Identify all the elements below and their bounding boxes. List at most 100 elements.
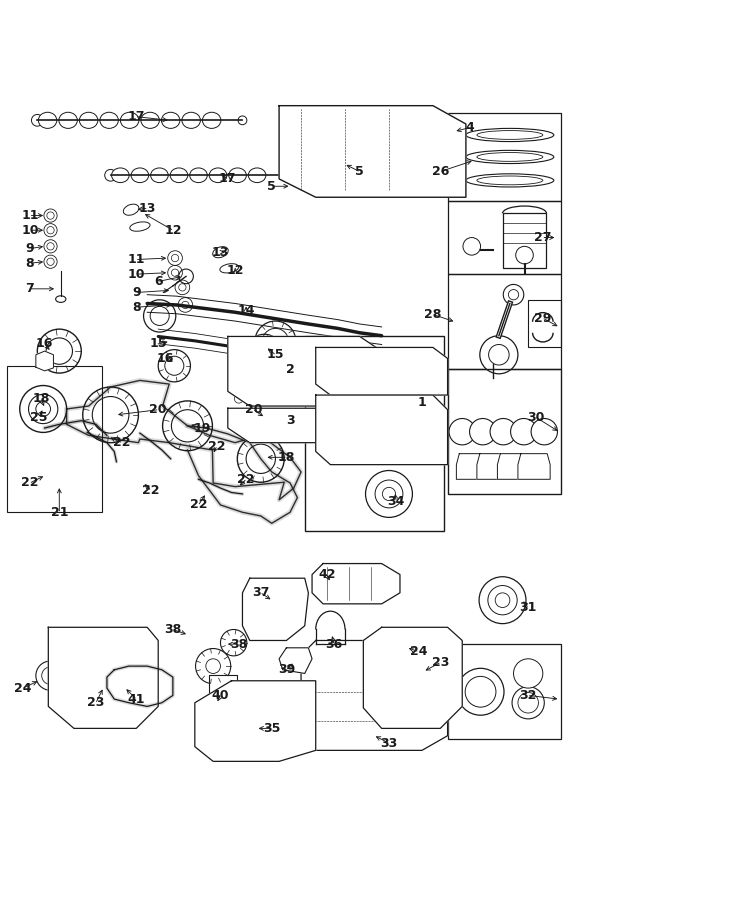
Circle shape [405,414,426,435]
Text: 13: 13 [212,246,229,258]
Text: 2: 2 [286,363,294,376]
Polygon shape [36,351,54,371]
Polygon shape [195,680,316,761]
Text: 4: 4 [465,122,474,134]
Polygon shape [48,627,159,728]
Polygon shape [242,578,308,641]
Circle shape [449,418,476,445]
Text: 33: 33 [380,736,398,750]
Text: 15: 15 [266,348,284,361]
Ellipse shape [466,129,554,141]
Text: 22: 22 [113,436,131,449]
Text: 40: 40 [211,688,229,702]
Text: 35: 35 [263,722,280,735]
Circle shape [322,394,331,403]
Ellipse shape [59,112,77,129]
Ellipse shape [161,112,180,129]
Text: 22: 22 [142,484,159,497]
Circle shape [350,126,368,144]
Ellipse shape [170,168,188,183]
Polygon shape [279,105,466,197]
Text: 31: 31 [520,601,537,614]
Ellipse shape [79,112,98,129]
Text: 20: 20 [244,403,262,416]
Text: 22: 22 [208,440,225,453]
Ellipse shape [38,112,57,129]
Circle shape [300,352,324,375]
Ellipse shape [150,168,168,183]
Text: 27: 27 [534,231,551,244]
Text: 10: 10 [21,224,39,237]
Text: 8: 8 [26,256,34,270]
Text: 39: 39 [277,663,295,676]
Circle shape [480,336,518,374]
Bar [305,337,444,531]
Text: 5: 5 [267,180,276,193]
Bar [448,201,561,274]
Text: 8: 8 [132,301,140,313]
Circle shape [349,361,370,381]
Circle shape [366,471,413,518]
Ellipse shape [131,168,149,183]
Circle shape [321,414,342,435]
Bar [503,213,547,268]
Circle shape [504,284,524,305]
Text: 10: 10 [128,267,145,281]
Circle shape [267,352,291,375]
Circle shape [490,418,517,445]
Text: 13: 13 [139,202,156,215]
Circle shape [511,418,537,445]
Polygon shape [316,395,448,464]
Circle shape [331,415,353,436]
Text: 34: 34 [388,495,405,508]
Ellipse shape [120,112,139,129]
Circle shape [531,418,558,445]
Text: 11: 11 [21,209,39,222]
Text: 9: 9 [132,286,140,299]
Circle shape [333,352,357,375]
Text: 36: 36 [325,637,343,651]
Text: 11: 11 [128,253,145,266]
Circle shape [349,414,370,435]
Text: 17: 17 [128,110,145,123]
Ellipse shape [203,112,221,129]
Circle shape [220,629,247,656]
Text: 18: 18 [32,392,50,405]
Circle shape [457,669,504,716]
Circle shape [516,247,534,264]
Ellipse shape [213,247,228,257]
Text: 22: 22 [190,499,207,511]
Circle shape [321,361,342,381]
Bar [448,644,561,740]
Text: 14: 14 [237,304,255,318]
Text: 42: 42 [318,568,335,581]
Text: 23: 23 [432,656,449,669]
Text: 37: 37 [252,587,269,599]
Circle shape [269,415,291,436]
Circle shape [319,126,337,144]
Circle shape [239,415,261,436]
Circle shape [159,349,190,382]
Circle shape [293,394,302,403]
Text: 18: 18 [277,451,295,464]
Ellipse shape [123,204,139,215]
Text: 20: 20 [150,403,167,416]
Text: 6: 6 [154,275,162,288]
Circle shape [381,126,399,144]
Text: 23: 23 [87,697,105,709]
Text: 21: 21 [51,506,68,518]
Text: 38: 38 [230,637,247,651]
Circle shape [36,661,65,690]
Ellipse shape [56,296,66,302]
Polygon shape [477,454,509,480]
Bar [448,113,561,201]
Polygon shape [301,641,448,751]
Text: 24: 24 [14,681,32,695]
Polygon shape [228,337,382,406]
Circle shape [514,659,543,688]
Polygon shape [518,454,550,480]
Circle shape [274,591,306,624]
Circle shape [352,394,360,403]
Circle shape [20,385,67,432]
Circle shape [300,415,322,436]
